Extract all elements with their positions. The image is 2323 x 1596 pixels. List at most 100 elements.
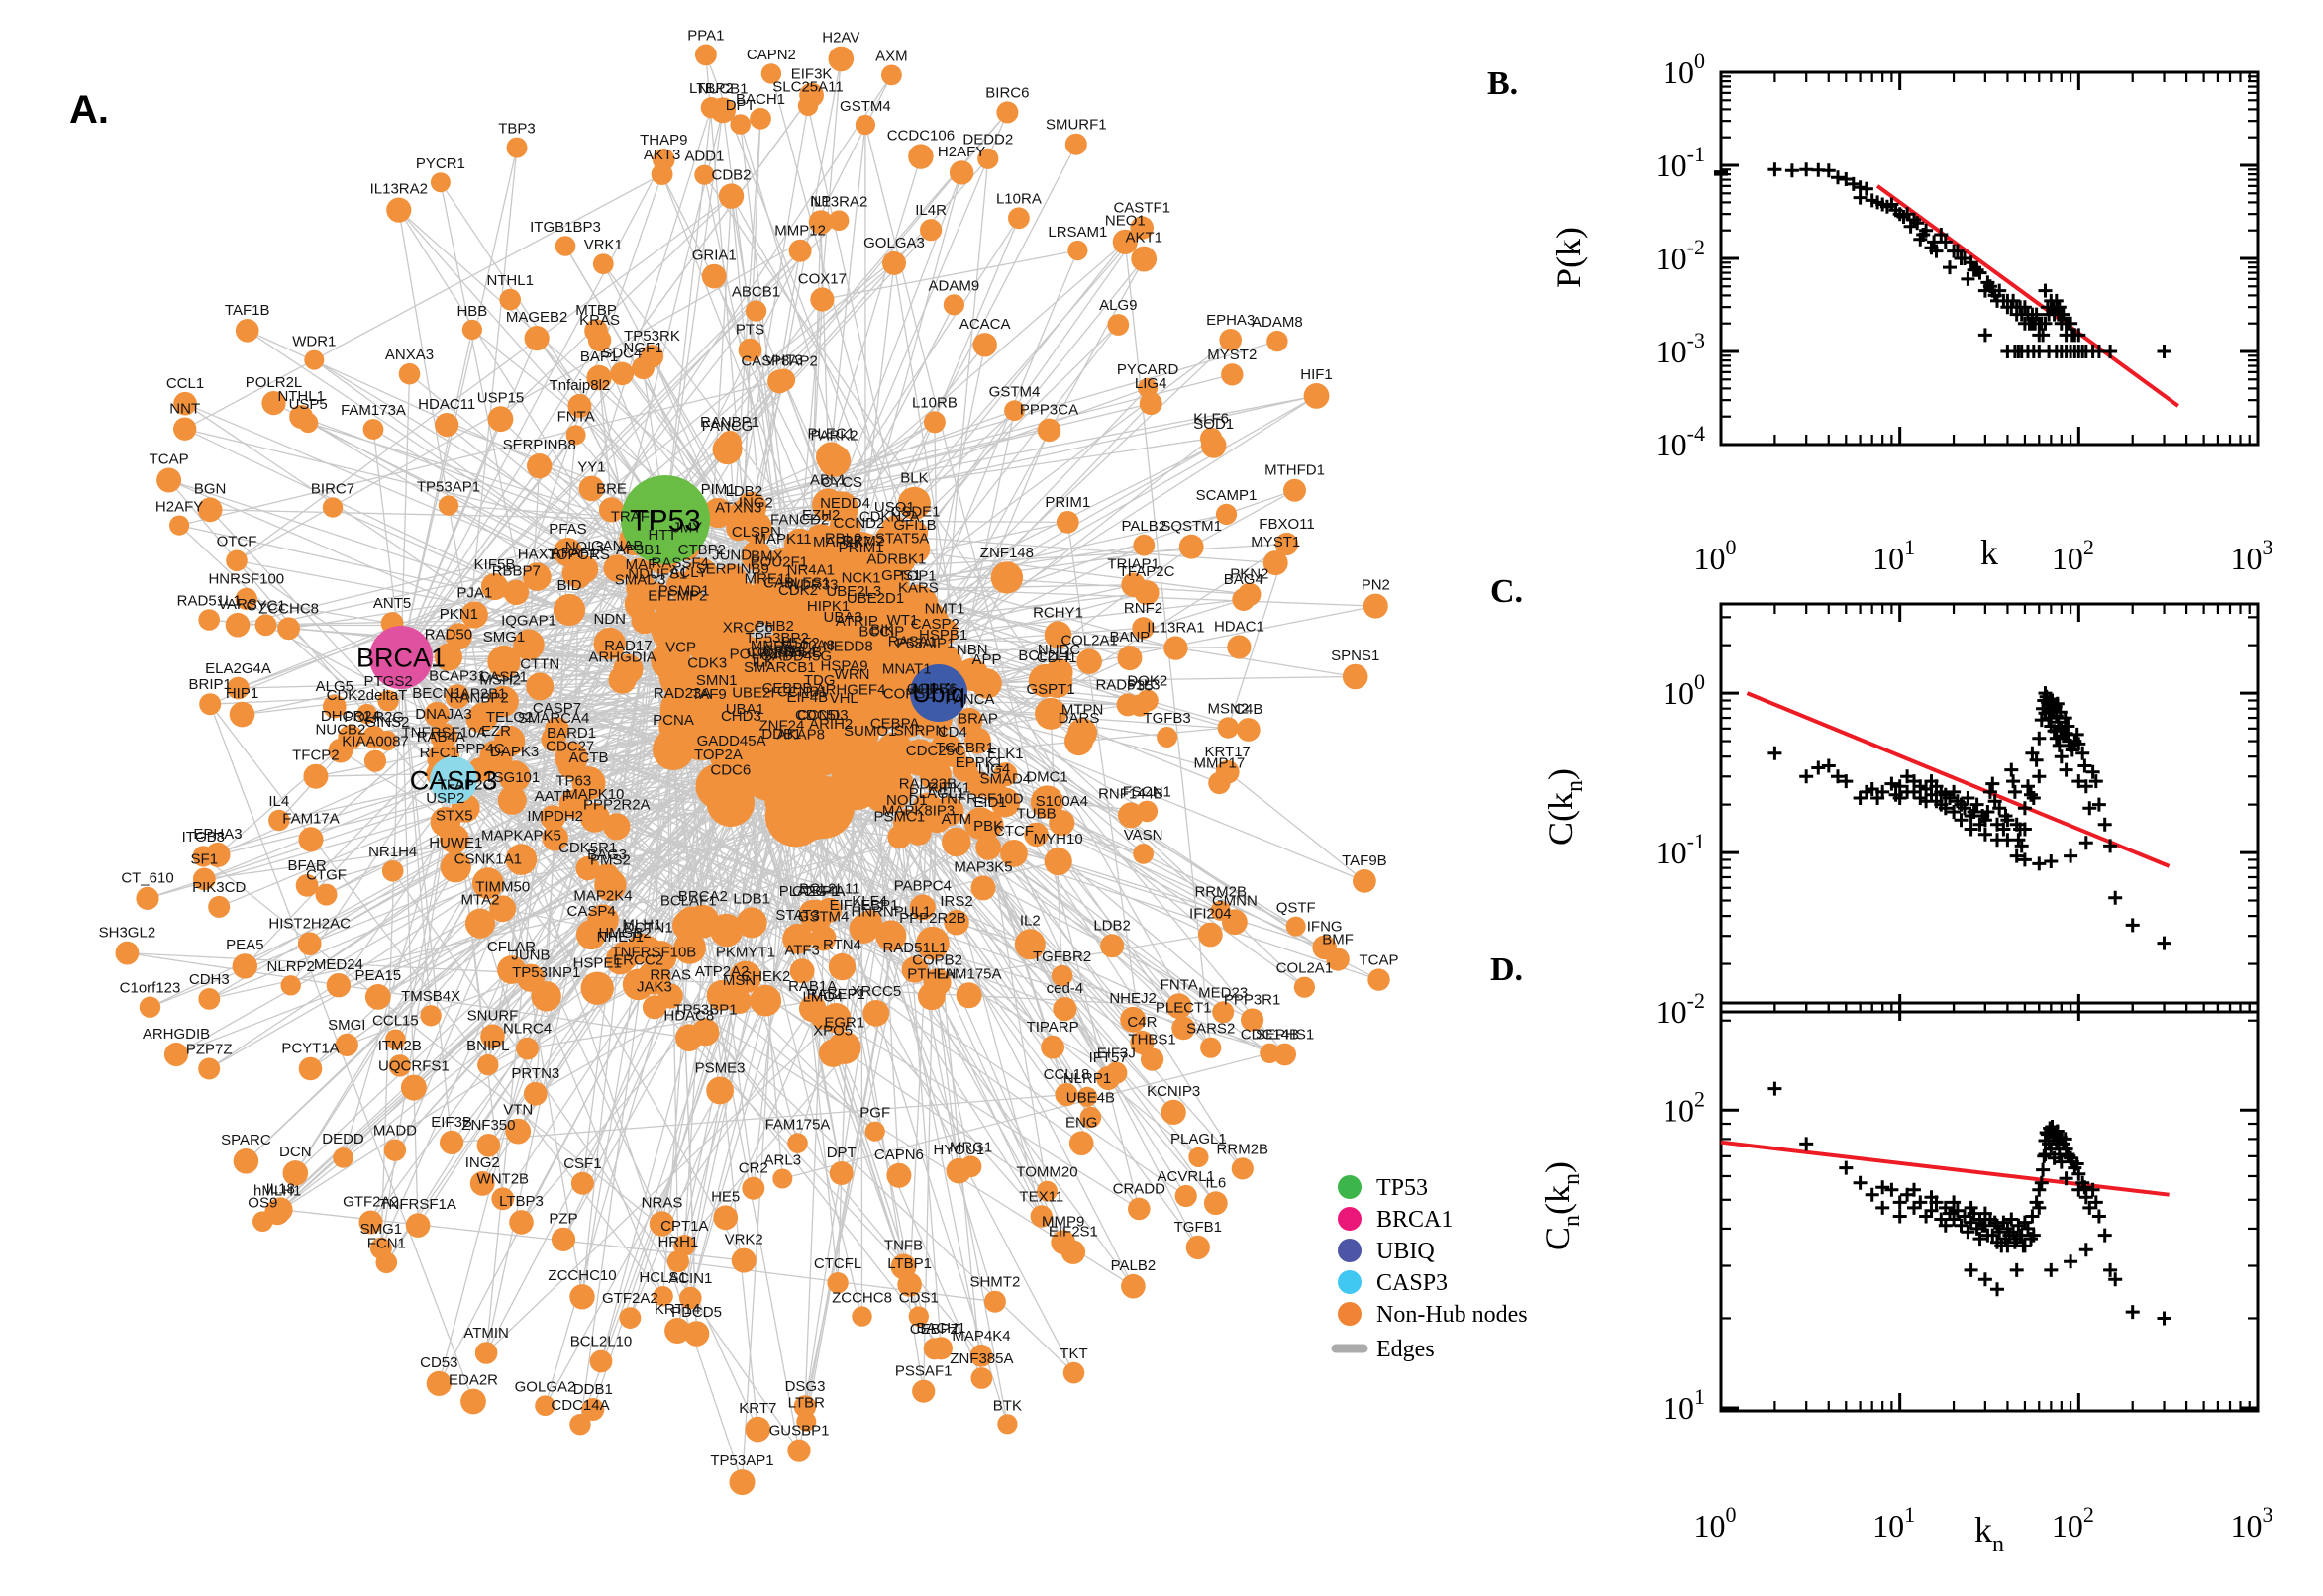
network-node-label: COL2A1	[1276, 960, 1334, 977]
network-node	[810, 732, 852, 774]
network-node-label: NRAS	[642, 1194, 683, 1211]
network-node-label: BMX	[751, 549, 783, 565]
network-node-label: BCL2L11	[799, 881, 859, 898]
panel-a-label: A.	[69, 88, 109, 132]
network-node-label: ACTB	[568, 749, 608, 766]
network-edge	[598, 377, 630, 669]
network-node-label: THBS1	[1128, 1032, 1175, 1048]
network-node-label: BACH1	[736, 91, 785, 108]
network-node-label: NMT1	[925, 601, 965, 618]
network-edge	[400, 656, 432, 1016]
network-node-label: PCYT1A	[281, 1041, 339, 1057]
network-node-label: ACIN1	[668, 1270, 712, 1287]
network-node-label: WT1	[887, 612, 919, 629]
network-node-label: ZCCHC8	[832, 1290, 892, 1307]
network-node	[679, 1286, 702, 1310]
network-node-label: CDC6	[710, 762, 751, 779]
network-node-label: BAP1	[580, 349, 618, 365]
network-node	[487, 406, 514, 433]
network-node	[594, 863, 620, 888]
network-node	[875, 920, 907, 951]
network-node-label: ACLY	[669, 564, 707, 581]
network-node-label: BLK	[900, 470, 928, 487]
network-node	[471, 867, 504, 900]
network-node-label: H2AV	[822, 30, 859, 47]
network-edge	[440, 181, 666, 521]
network-node	[727, 989, 752, 1014]
fit-line	[1720, 1140, 2170, 1197]
network-node	[362, 419, 384, 440]
network-node-label: ALG5	[316, 678, 354, 695]
network-node	[736, 907, 767, 939]
network-node-label: NGF1	[623, 340, 662, 356]
network-node	[460, 601, 488, 629]
network-node	[695, 44, 717, 66]
network-node-label: ADRBK1	[866, 551, 926, 568]
network-node	[750, 107, 771, 130]
network-node-label: SH3GL2	[99, 925, 156, 942]
network-node-label: FANCD2	[770, 512, 829, 529]
network-node	[1055, 1083, 1078, 1107]
network-node	[586, 364, 612, 391]
network-node-label: TUBB	[1017, 806, 1057, 823]
network-node	[1174, 1184, 1197, 1208]
network-node-label: RBBP7	[492, 563, 541, 580]
network-node-label: TDG	[804, 672, 836, 689]
network-node-label: KLF4	[852, 893, 887, 910]
network-node	[268, 809, 290, 832]
network-node-label: PPP2R2A	[583, 796, 651, 813]
network-node-label: BNIPL	[466, 1038, 509, 1054]
network-node	[553, 538, 583, 567]
network-node-label: SUMO1	[844, 723, 896, 740]
network-node-label: GTF2A2	[602, 1290, 658, 1307]
network-node-label: ENG	[1065, 1114, 1098, 1131]
legend-swatch-casp3	[1338, 1270, 1362, 1294]
network-node-label: KRT7	[739, 1400, 776, 1417]
network-node	[613, 653, 644, 685]
network-node	[542, 825, 568, 851]
svg-text:Cn(kn): Cn(kn)	[1538, 1161, 1585, 1250]
network-node-label: FCN1	[367, 1236, 406, 1252]
network-node-label: RANBP2	[450, 690, 509, 707]
network-node-label: RAB1A	[788, 978, 837, 995]
network-node-label: COPS3	[752, 644, 802, 660]
network-node-label: ANT5	[373, 595, 411, 612]
network-node	[364, 984, 391, 1010]
network-node	[526, 672, 555, 701]
network-node	[468, 702, 498, 732]
network-node-label: ITM2B	[378, 1038, 422, 1054]
network-node	[1062, 1361, 1085, 1384]
network-node-label: NCK1	[842, 569, 881, 586]
network-node-label: VRK2	[725, 1232, 763, 1248]
network-node-label: NR1H4	[368, 844, 417, 860]
network-node-label: PLAGL1	[1170, 1131, 1227, 1147]
network-node-label: DPT	[726, 97, 756, 114]
network-node	[551, 1227, 576, 1251]
network-node-label: AKAP8	[777, 726, 825, 743]
network-node	[487, 645, 521, 679]
network-node-label: CDC27	[546, 738, 594, 754]
network-node-label: BIRC7	[311, 480, 354, 497]
network-node	[557, 754, 582, 779]
network-node-label: TSG101	[484, 769, 540, 786]
network-node	[506, 137, 528, 158]
network-edge	[400, 373, 411, 658]
network-node-label: PKMYT1	[716, 945, 775, 961]
network-node-label: CYC1	[246, 597, 285, 614]
network-node-label: H2AFY	[938, 144, 985, 160]
network-node-label: NHEJ2	[1109, 990, 1157, 1007]
network-node	[782, 923, 813, 954]
panel-b-label: B.	[1487, 65, 1518, 102]
network-node	[912, 1379, 936, 1403]
network-node	[921, 801, 953, 834]
network-node	[227, 676, 250, 700]
network-node-label: PPP4C	[455, 741, 504, 757]
network-node-label: CCNE1	[747, 645, 797, 661]
network-edge	[400, 656, 453, 1143]
network-node-label: KCNIP3	[1147, 1083, 1200, 1100]
network-node	[969, 1344, 993, 1367]
network-node	[569, 1284, 595, 1310]
hub-label-brca1: BRCA1	[356, 643, 446, 672]
network-node-label: POLR2G	[344, 709, 404, 726]
